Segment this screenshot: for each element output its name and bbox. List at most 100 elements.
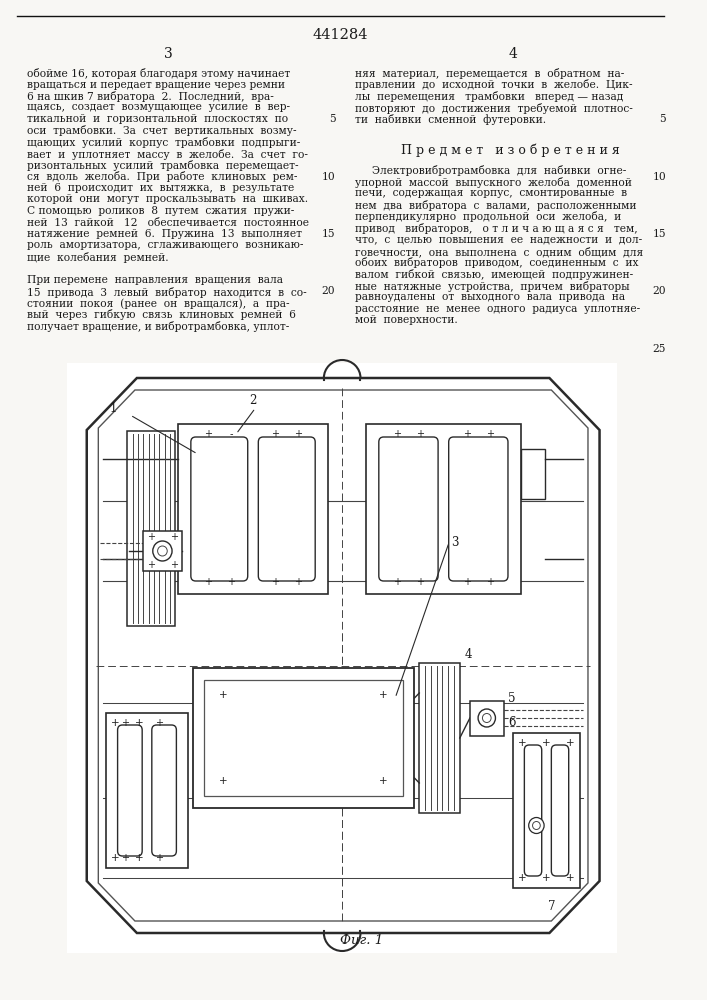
Text: +: + [170,532,178,542]
Text: +: + [147,532,155,542]
Text: +: + [380,690,388,700]
Text: равноудалены  от  выходного  вала  привода  на: равноудалены от выходного вала привода н… [355,292,625,302]
Bar [67,363,617,953]
Text: 5: 5 [508,692,516,704]
Text: лы  перемещения   трамбовки   вперед — назад: лы перемещения трамбовки вперед — назад [355,91,623,102]
Text: валом  гибкой  связью,  имеющей  подпружинен-: валом гибкой связью, имеющей подпружинен… [355,269,633,280]
FancyBboxPatch shape [117,725,142,856]
Text: получает вращение, и вибротрамбовка, уплот-: получает вращение, и вибротрамбовка, упл… [27,321,289,332]
Text: +: + [227,577,235,587]
Text: что,  с  целью  повышения  ее  надежности  и  дол-: что, с целью повышения ее надежности и д… [355,234,642,244]
Text: мой  поверхности.: мой поверхности. [355,315,457,325]
Bar [178,424,328,594]
FancyBboxPatch shape [191,437,247,581]
Text: расстояние  не  менее  одного  радиуса  уплотняе-: расстояние не менее одного радиуса уплот… [355,304,640,314]
Text: 10: 10 [653,172,666,182]
FancyBboxPatch shape [551,745,568,876]
Circle shape [482,714,491,722]
Text: 15: 15 [653,229,666,239]
Text: +: + [112,853,120,863]
Text: +: + [147,560,155,570]
Circle shape [153,541,172,561]
Text: 7: 7 [548,900,555,912]
Bar [366,424,520,594]
Text: +: + [416,429,424,439]
Text: +: + [566,738,575,748]
Text: Фиг. 1: Фиг. 1 [340,934,383,946]
FancyBboxPatch shape [258,437,315,581]
Text: +: + [112,718,120,728]
Text: правлении  до  исходной  точки  в  желобе.  Цик-: правлении до исходной точки в желобе. Ци… [355,80,632,91]
Text: П р е д м е т   и з о б р е т е н и я: П р е д м е т и з о б р е т е н и я [401,143,620,157]
Circle shape [529,818,544,834]
FancyBboxPatch shape [525,745,542,876]
Bar [106,713,188,868]
Bar [143,531,182,571]
Text: +: + [136,718,144,728]
Text: стоянии  покоя  (ранее  он  вращался),  а  пра-: стоянии покоя (ранее он вращался), а пра… [27,298,290,309]
Circle shape [532,822,540,830]
Text: няя  материал,  перемещается  в  обратном  на-: няя материал, перемещается в обратном на… [355,68,624,79]
Text: повторяют  до  достижения  требуемой  плотнос-: повторяют до достижения требуемой плотно… [355,103,633,113]
Text: 15  привода  3  левый  вибратор  находится  в  со-: 15 привода 3 левый вибратор находится в … [27,286,307,298]
Text: 5: 5 [329,114,335,124]
Text: +: + [393,577,401,587]
Text: ся  вдоль  желоба.  При  работе  клиновых  рем-: ся вдоль желоба. При работе клиновых рем… [27,172,298,182]
Text: 5: 5 [660,114,666,124]
Bar [193,668,414,808]
Text: вращаться и передает вращение через ремни: вращаться и передает вращение через ремн… [27,80,285,90]
Text: вый  через  гибкую  связь  клиновых  ремней  6: вый через гибкую связь клиновых ремней 6 [27,310,296,320]
Text: +: + [542,738,551,748]
Text: тикальной  и  горизонтальной  плоскостях  по: тикальной и горизонтальной плоскостях по [27,114,288,124]
Bar [520,449,544,499]
Text: +: + [463,429,471,439]
Text: натяжение  ремней  6.  Пружина  13  выполняет: натяжение ремней 6. Пружина 13 выполняет [27,229,302,239]
Text: 25: 25 [653,344,666,354]
Text: +: + [416,577,424,587]
Text: оси  трамбовки.  За  счет  вертикальных  возму-: оси трамбовки. За счет вертикальных возм… [27,125,297,136]
Text: С помощью  роликов  8  путем  сжатия  пружи-: С помощью роликов 8 путем сжатия пружи- [27,206,294,216]
Text: +: + [204,577,211,587]
Text: 6: 6 [508,716,516,730]
Bar [513,733,580,888]
Text: 2: 2 [249,393,256,406]
Text: говечности,  она  выполнена  с  одним  общим  для: говечности, она выполнена с одним общим … [355,246,643,257]
Text: 441284: 441284 [312,28,368,42]
Text: +: + [170,560,178,570]
Text: +: + [294,577,303,587]
Text: нем  два  вибратора  с  валами,  расположенными: нем два вибратора с валами, расположенны… [355,200,636,211]
Text: +: + [380,776,388,786]
Text: 20: 20 [653,286,666,296]
Bar [470,700,503,736]
Text: +: + [271,429,279,439]
Text: ней  6  происходит  их  вытяжка,  в  результате: ней 6 происходит их вытяжка, в результат… [27,183,294,193]
Text: +: + [518,873,527,883]
Text: 10: 10 [322,172,335,182]
Text: 20: 20 [322,286,335,296]
Text: +: + [219,690,228,700]
Text: Электровибротрамбовка  для  набивки  огне-: Электровибротрамбовка для набивки огне- [355,165,626,176]
FancyBboxPatch shape [152,725,176,856]
Text: +: + [121,853,129,863]
Text: роль  амортизатора,  сглаживающего  возникаю-: роль амортизатора, сглаживающего возника… [27,240,303,250]
Text: 4: 4 [464,648,472,662]
Text: +: + [518,738,527,748]
Text: 4: 4 [508,47,518,61]
Text: которой  они  могут  проскальзывать  на  шкивах.: которой они могут проскальзывать на шкив… [27,194,308,205]
Text: +: + [155,718,163,728]
Text: привод   вибраторов,   о т л и ч а ю щ а я с я   тем,: привод вибраторов, о т л и ч а ю щ а я с… [355,223,637,234]
Text: ризонтальных  усилий  трамбовка  перемещает-: ризонтальных усилий трамбовка перемещает… [27,160,298,171]
Text: ные  натяжные  устройства,  причем  вибраторы: ные натяжные устройства, причем вибратор… [355,280,629,292]
Text: +: + [294,429,303,439]
Text: ней  13  гайкой   12   обеспечивается  постоянное: ней 13 гайкой 12 обеспечивается постоянн… [27,218,309,228]
Polygon shape [87,378,600,933]
Text: 15: 15 [322,229,335,239]
Text: +: + [155,853,163,863]
Text: +: + [486,429,494,439]
Text: перпендикулярно  продольной  оси  желоба,  и: перпендикулярно продольной оси желоба, и [355,212,621,223]
Bar [127,431,175,626]
Text: обоих  вибраторов  приводом,  соединенным  с  их: обоих вибраторов приводом, соединенным с… [355,257,638,268]
Text: 3: 3 [451,536,459,548]
Text: 6 на шкив 7 вибратора  2.  Последний,  вра-: 6 на шкив 7 вибратора 2. Последний, вра- [27,91,274,102]
Text: вает  и  уплотняет  массу  в  желобе.  За  счет  го-: вает и уплотняет массу в желобе. За счет… [27,148,308,159]
